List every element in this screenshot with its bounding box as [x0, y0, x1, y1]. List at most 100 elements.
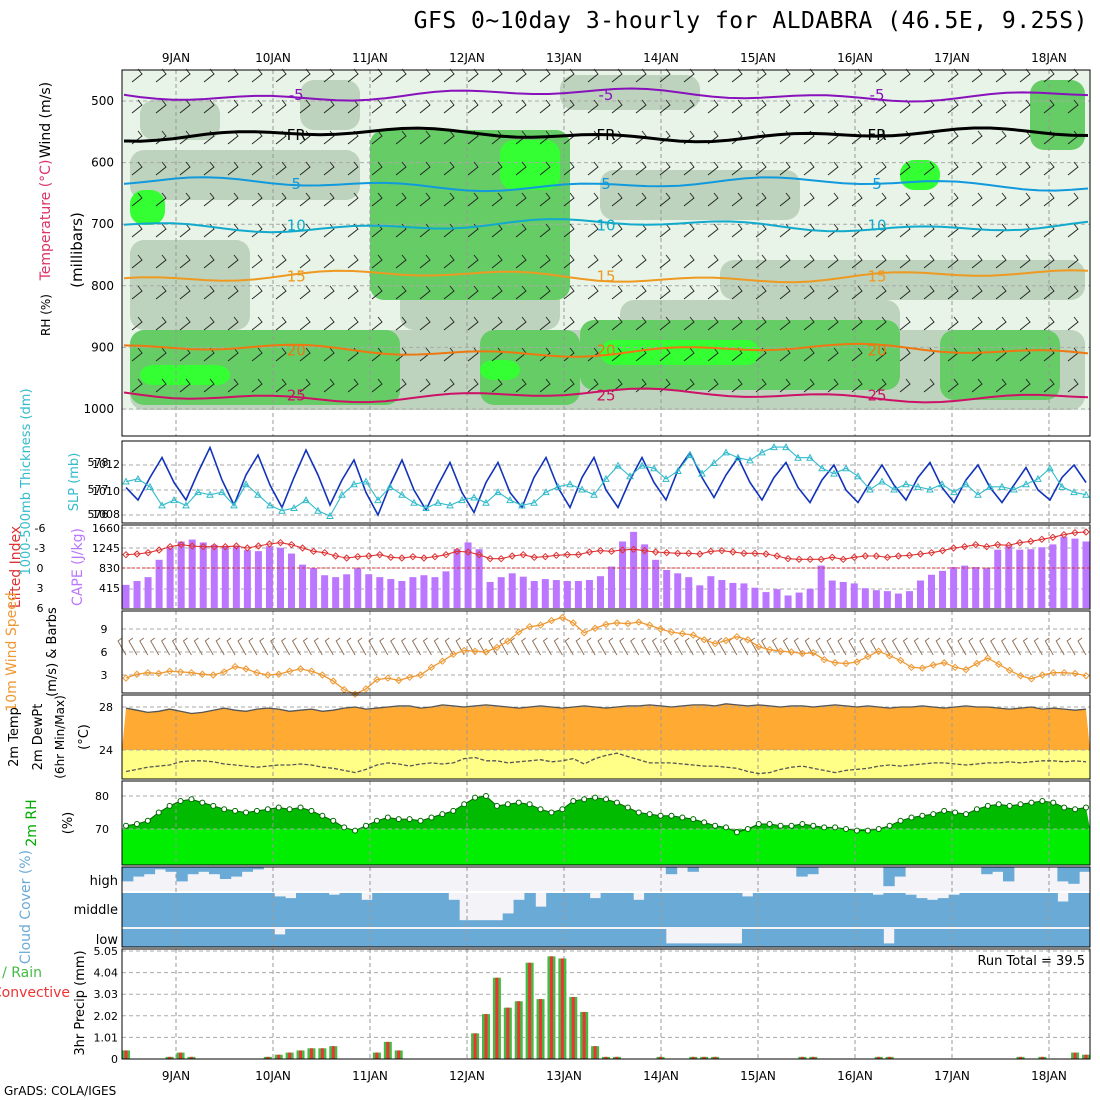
precip-convective-bar [266, 1056, 270, 1059]
wind-barb [323, 254, 335, 269]
cloud-low-bar [992, 929, 1004, 947]
cloud-low-bar [372, 929, 384, 947]
lifted-index-marker [265, 540, 274, 548]
wind-barb [1067, 161, 1079, 176]
cloud-middle-bar [557, 893, 569, 927]
cloud-low-bar [459, 929, 471, 947]
cloud-middle-bar [132, 893, 145, 927]
wind-barb [803, 316, 815, 331]
cape-bar [365, 574, 373, 608]
wind-barb [782, 637, 792, 656]
wind-barb [971, 254, 983, 269]
rh-marker [930, 811, 937, 818]
wind-barb [155, 254, 167, 269]
cloud-middle-bar [491, 920, 504, 927]
wind-barb [251, 68, 263, 83]
cape-bar [1082, 541, 1090, 608]
y-tick-label: 1.01 [94, 1031, 119, 1044]
legend-total-rain: Total / Rain [0, 965, 42, 981]
wind-barb [563, 347, 575, 362]
wind-barb [683, 161, 695, 176]
wind-barb [419, 99, 431, 114]
wind-barb [335, 637, 345, 656]
thickness-marker [290, 504, 298, 512]
wind-barb [875, 99, 887, 114]
cloud-middle-bar [905, 894, 917, 927]
rh-marker [188, 796, 195, 803]
rh-area [122, 796, 1090, 833]
lifted-index-marker [574, 550, 583, 559]
wind-speed-marker [198, 670, 207, 678]
chart-title: GFS 0~10day 3-hourly for ALDABRA (46.5E,… [413, 8, 1088, 34]
wind-barb [587, 99, 599, 114]
x-tick-label-bottom: 12JAN [449, 1069, 485, 1083]
wind-barb [491, 223, 503, 238]
slp-line [125, 445, 1087, 517]
lifted-index-marker [188, 542, 196, 550]
temperature-contour [123, 387, 1089, 404]
wind-barb [251, 347, 263, 362]
wind-barb [947, 99, 959, 114]
lifted-index-line [125, 531, 1087, 560]
precip-convective-bar [506, 1007, 510, 1059]
lifted-index-marker [475, 550, 483, 559]
wind-barb [347, 192, 359, 207]
legend-convective: Convective [0, 985, 70, 1001]
rh-region [480, 360, 520, 380]
wind-barb [875, 254, 887, 269]
wind-barb [635, 254, 647, 269]
wind-barb [155, 378, 167, 393]
wind-barb [323, 223, 335, 238]
wind-barb [491, 347, 503, 362]
wind-barb [227, 99, 239, 114]
lifted-index-marker [210, 542, 218, 551]
rh-marker [417, 817, 424, 824]
cloud-high-bar [154, 867, 167, 870]
wind-barb [826, 637, 836, 656]
y-tick-label: 600 [91, 156, 114, 170]
precip-convective-bar [659, 1056, 663, 1059]
wind-barb [923, 285, 935, 300]
rh-marker [788, 822, 795, 829]
cape-bar [243, 550, 251, 608]
precip-convective-bar [179, 1052, 183, 1059]
precip-convective-bar [582, 1011, 586, 1059]
wind-barb [587, 316, 599, 331]
x-tick-label-bottom: 13JAN [546, 1069, 582, 1083]
wind-barb [923, 192, 935, 207]
y-tick-label: 4.04 [94, 967, 119, 980]
wind-speed-marker [318, 671, 327, 679]
cloud-high-bar [807, 867, 819, 875]
upper-air-frame [121, 69, 1091, 437]
wind-barb [563, 161, 575, 176]
thickness-marker [194, 488, 202, 496]
wind-barb [891, 637, 901, 656]
lifted-index-marker [431, 552, 439, 561]
wind-barb [827, 161, 839, 176]
cloud-low-bar [861, 929, 873, 947]
thickness-marker [638, 461, 646, 469]
x-tick-label-top: 15JAN [740, 51, 776, 65]
wind-barb [155, 161, 167, 176]
wind-barb [395, 347, 407, 362]
wind-barb [227, 68, 239, 83]
wind-speed-marker [853, 658, 861, 666]
wind-barb [131, 347, 143, 362]
wind-speed-marker [635, 618, 643, 626]
wind-barb [323, 285, 335, 300]
wind-barb [371, 192, 383, 207]
cloud-low-bar [774, 929, 786, 947]
wind-barb [179, 316, 191, 331]
wind-barb [275, 192, 287, 207]
wind-barb [683, 285, 695, 300]
cloud-middle-bar [948, 894, 960, 927]
wind-barb [491, 378, 503, 393]
wind-speed-marker [155, 669, 163, 678]
wind-barb [150, 637, 160, 656]
x-tick-label-top: 16JAN [837, 51, 873, 65]
wind-barb [539, 347, 551, 362]
cape-bar [221, 545, 229, 608]
cloud-low-bar [306, 929, 319, 947]
thickness-marker [950, 488, 958, 496]
precip-convective-bar [331, 1046, 335, 1059]
